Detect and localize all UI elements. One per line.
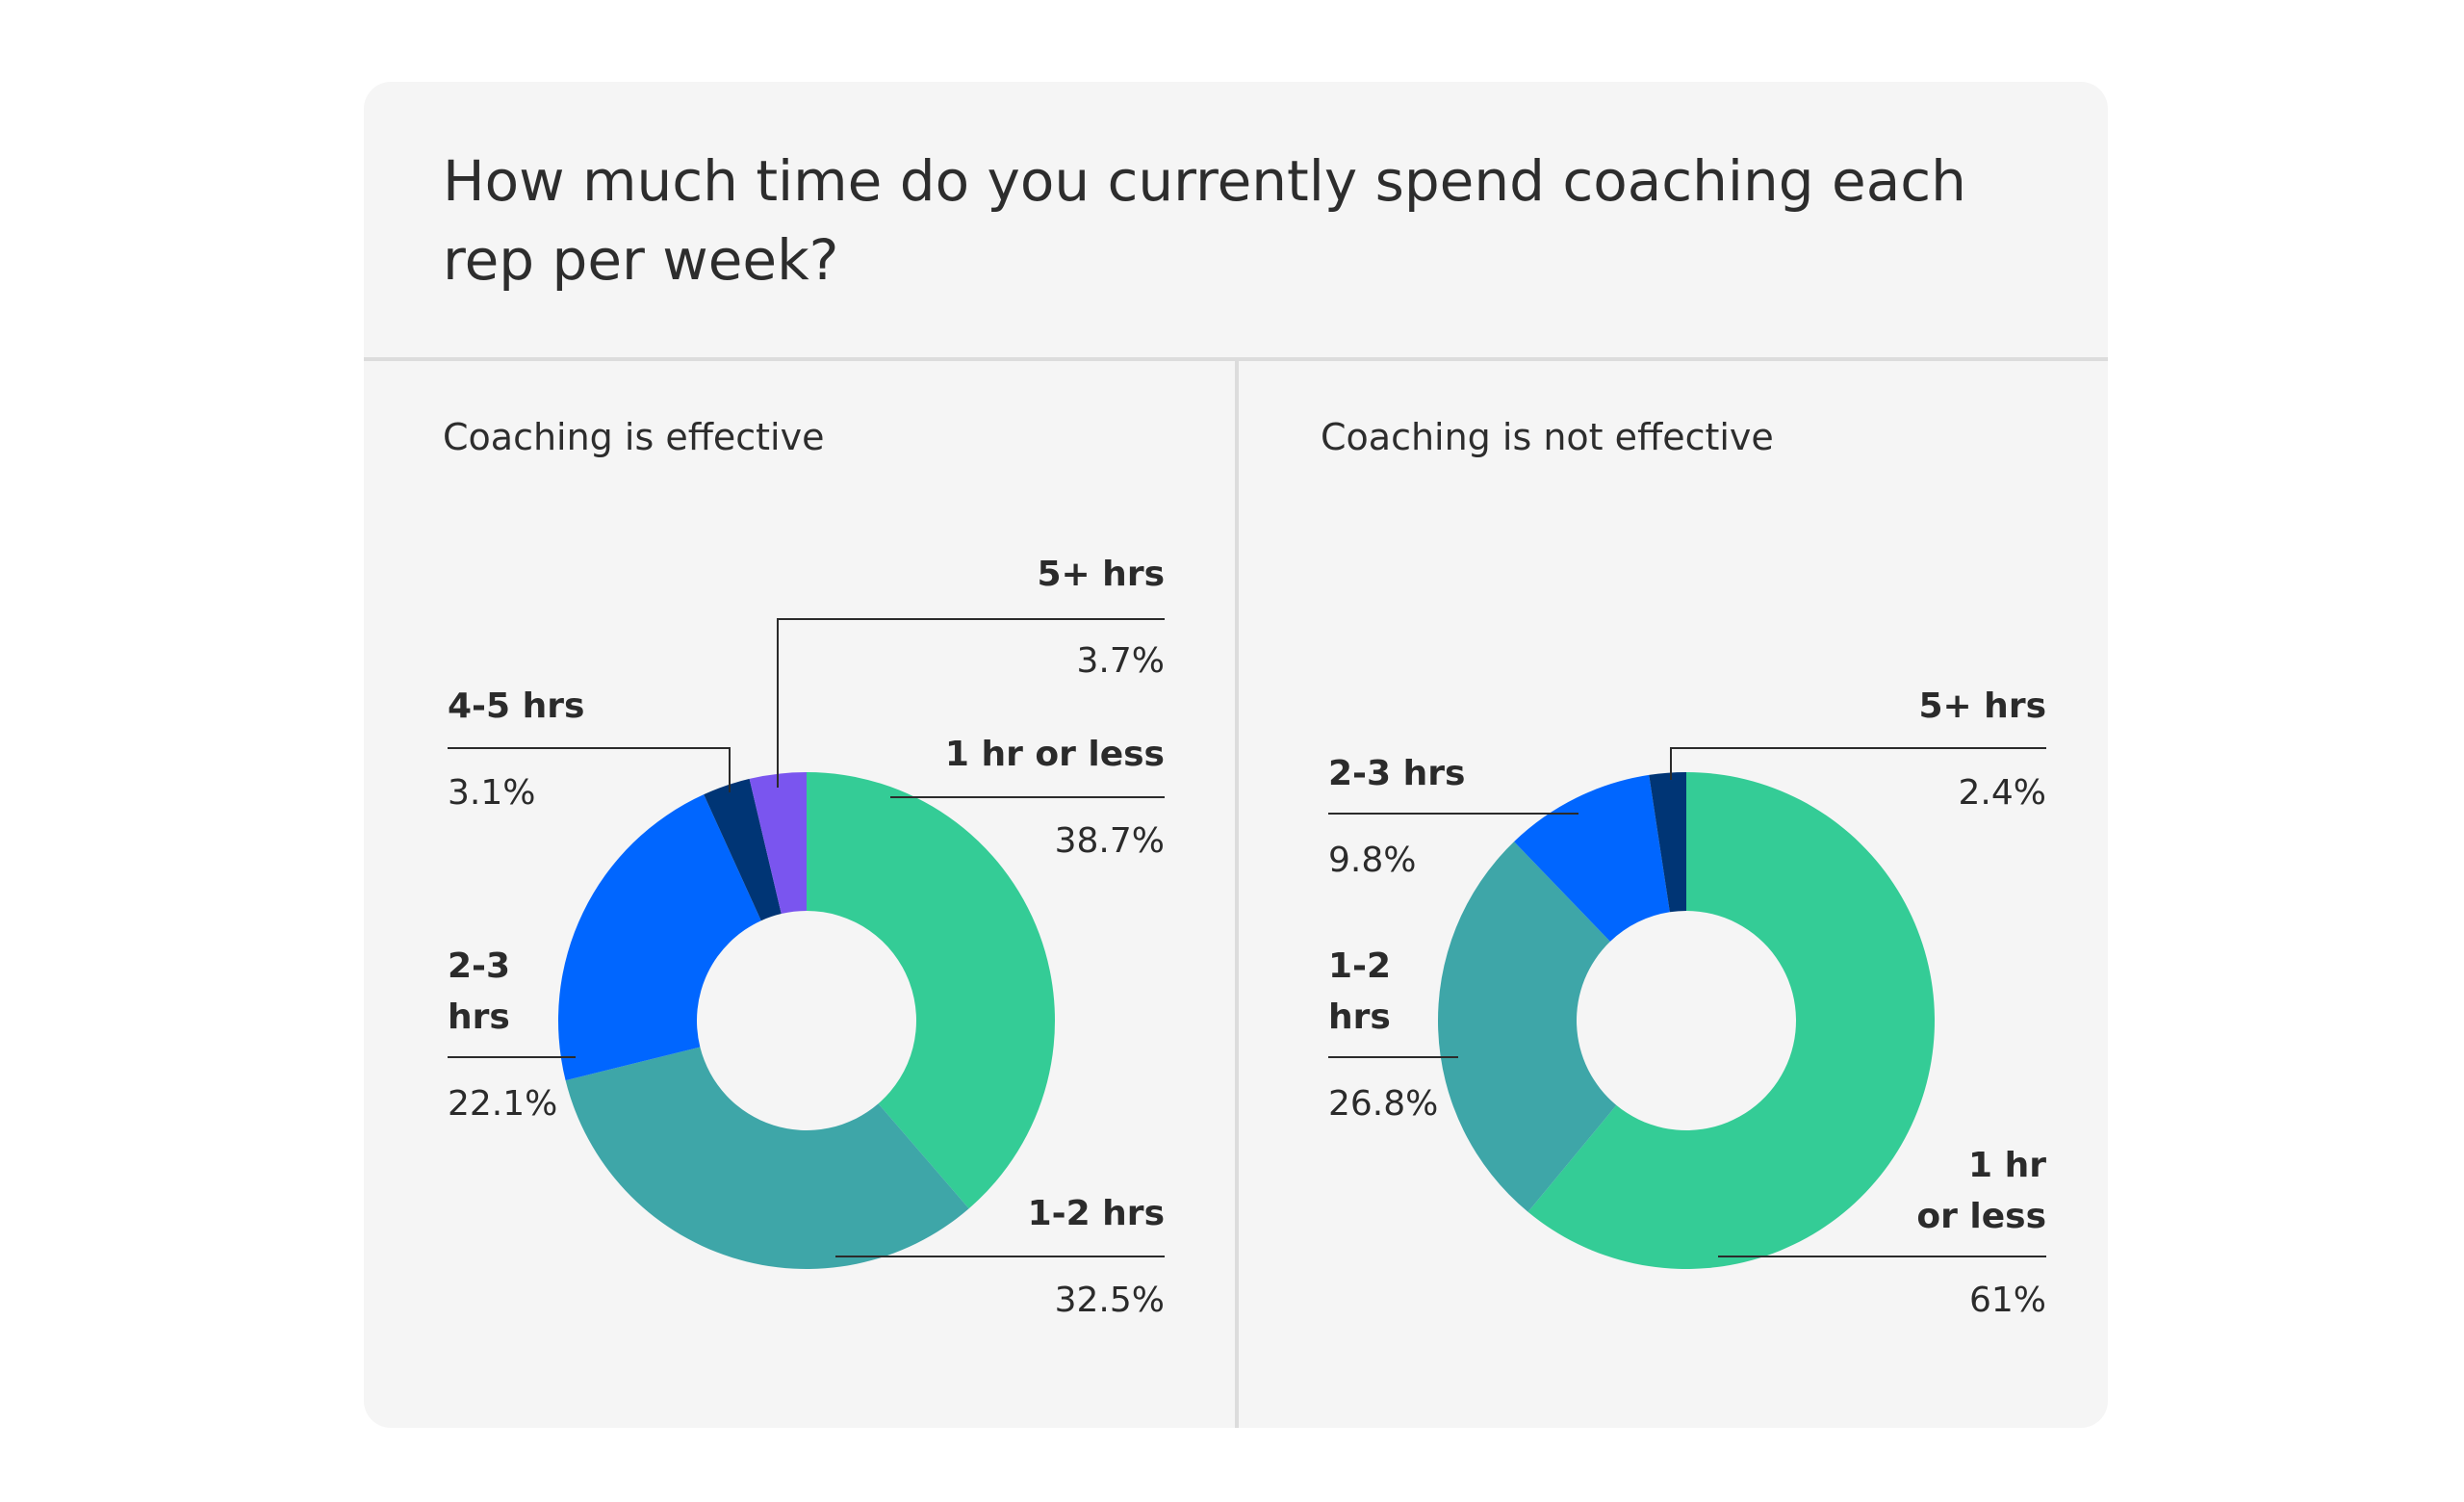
slice-1-hr-or-less xyxy=(807,772,1055,1209)
slice-1-hr-or-less xyxy=(1527,772,1935,1269)
slice-value-5-hrs: 3.7% xyxy=(1077,641,1165,681)
slice-2-3-hrs xyxy=(1514,774,1670,942)
slice-value-1-2-hrs: 32.5% xyxy=(1055,1281,1165,1320)
slice-5-hrs xyxy=(1649,772,1686,913)
panel-title-effective: Coaching is effective xyxy=(443,416,825,458)
slice-label-1-hr-or-less: 1 hr or less xyxy=(1916,1146,2046,1236)
slice-1-2-hrs xyxy=(565,1047,969,1269)
slice-label-1-hr-or-less: 1 hr or less xyxy=(945,735,1165,774)
leader-line-5-hrs xyxy=(1670,747,2046,780)
slice-1-2-hrs xyxy=(1438,842,1617,1212)
slice-value-1-hr-or-less: 61% xyxy=(1969,1281,2046,1320)
slice-label-4-5-hrs: 4-5 hrs xyxy=(448,686,584,726)
leader-line-4-5-hrs xyxy=(448,747,731,792)
slice-label-5-hrs: 5+ hrs xyxy=(1037,555,1165,594)
chart-title: How much time do you currently spend coa… xyxy=(443,148,1966,293)
slice-value-1-hr-or-less: 38.7% xyxy=(1055,821,1165,861)
slice-4-5-hrs xyxy=(704,778,782,921)
slice-value-2-3-hrs: 9.8% xyxy=(1328,841,1416,880)
leader-line-5-hrs xyxy=(777,618,1165,788)
donut-chart-1: 1 hr or less 38.7% 1-2 hrs 32.5% 2-3 hrs 22.1%… xyxy=(448,555,1165,1320)
slice-value-2-3-hrs: 22.1% xyxy=(448,1084,557,1124)
slice-label-2-3-hrs: 2-3 hrs xyxy=(448,946,510,1037)
title-divider xyxy=(364,357,2108,361)
slice-2-3-hrs xyxy=(558,794,761,1081)
donut-chart-2: 1 hr or less 61% 1-2 hrs 26.8% 2-3 hrs 9.8% 5+ h… xyxy=(1328,686,2046,1320)
slice-value-5-hrs: 2.4% xyxy=(1959,773,2046,813)
slice-label-1-2-hrs: 1-2 hrs xyxy=(1028,1194,1165,1233)
slice-label-2-3-hrs: 2-3 hrs xyxy=(1328,754,1465,793)
slice-value-1-2-hrs: 26.8% xyxy=(1328,1084,1438,1124)
panel-divider xyxy=(1235,361,1239,1428)
slice-label-5-hrs: 5+ hrs xyxy=(1918,686,2046,726)
panel-title-not-effective: Coaching is not effective xyxy=(1321,416,1774,458)
slice-label-1-2-hrs: 1-2 hrs xyxy=(1328,946,1391,1037)
slice-5-hrs xyxy=(749,772,807,915)
slice-value-4-5-hrs: 3.1% xyxy=(448,773,535,813)
